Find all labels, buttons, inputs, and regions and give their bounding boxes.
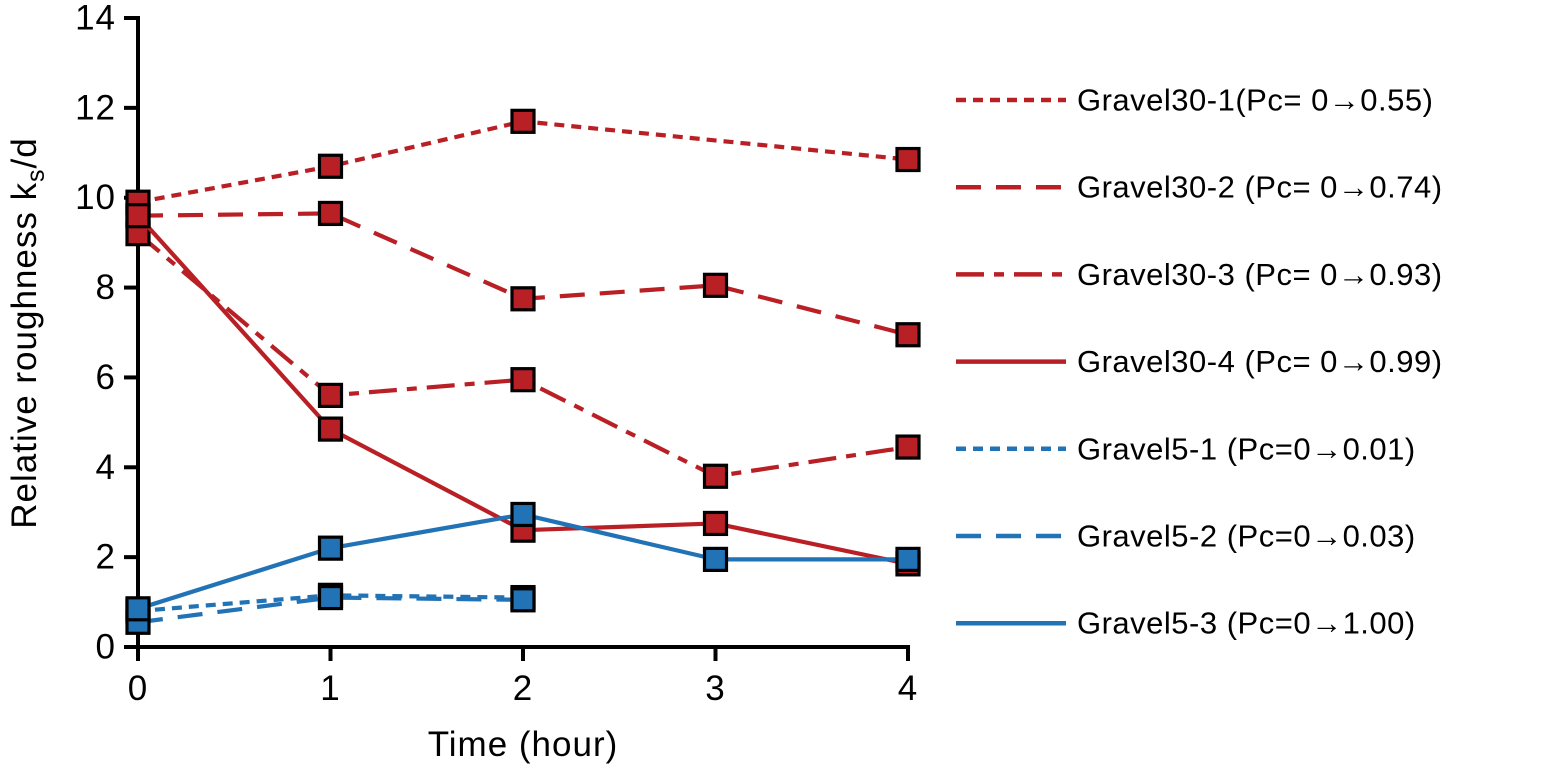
y-tick-label-12: 12 <box>75 88 116 127</box>
data-point-Gravel5-3-2h <box>510 501 536 528</box>
y-tick-label-2: 2 <box>96 538 116 577</box>
series-Gravel5-3 <box>125 501 921 622</box>
series-Gravel30-3 <box>125 221 921 489</box>
legend-item-Gravel30-2: Gravel30-2 (Pc= 0→0.74) <box>956 170 1443 205</box>
data-point-Gravel30-2-1h <box>317 200 344 227</box>
legend-item-Gravel5-1: Gravel5-1 (Pc=0→0.01) <box>956 431 1416 466</box>
data-point-Gravel30-2-4h <box>895 322 921 348</box>
x-tick-label-3: 3 <box>705 669 725 708</box>
data-point-Gravel5-3-3h <box>702 546 729 572</box>
y-tick-label-6: 6 <box>96 358 116 397</box>
y-tick-label-14: 14 <box>75 0 116 38</box>
data-point-Gravel30-3-3h <box>702 463 729 489</box>
data-point-Gravel30-3-1h <box>317 382 344 408</box>
data-point-Gravel30-2-2h <box>510 286 536 312</box>
data-point-Gravel30-4-0h <box>125 203 151 229</box>
data-point-Gravel30-2-3h <box>702 272 729 298</box>
y-tick-label-10: 10 <box>75 178 116 217</box>
data-point-Gravel30-4-3h <box>702 510 729 537</box>
x-tick-label-1: 1 <box>320 669 340 708</box>
legend-label-Gravel30-4: Gravel30-4 (Pc= 0→0.99) <box>1077 344 1443 379</box>
data-point-Gravel30-1-1h <box>317 153 344 179</box>
data-point-Gravel30-3-4h <box>895 434 921 460</box>
y-tick-label-8: 8 <box>96 268 116 307</box>
legend-label-Gravel30-1: Gravel30-1(Pc= 0→0.55) <box>1077 83 1433 118</box>
data-point-Gravel30-3-2h <box>510 367 536 393</box>
series-Gravel30-4 <box>125 203 921 577</box>
legend-item-Gravel30-1: Gravel30-1(Pc= 0→0.55) <box>956 83 1433 118</box>
data-point-Gravel5-3-0h <box>125 596 151 622</box>
series-layer <box>125 108 921 635</box>
y-axis-title: Relative roughness ks/d <box>5 137 50 529</box>
legend-label-Gravel5-3: Gravel5-3 (Pc=0→1.00) <box>1077 606 1416 641</box>
legend-item-Gravel5-3: Gravel5-3 (Pc=0→1.00) <box>956 606 1416 641</box>
series-line-Gravel30-1 <box>137 119 909 205</box>
data-point-Gravel30-4-1h <box>317 416 344 442</box>
x-tick-label-0: 0 <box>128 669 148 708</box>
series-Gravel30-1 <box>125 108 921 215</box>
data-point-Gravel5-3-4h <box>895 546 921 572</box>
x-tick-label-4: 4 <box>898 669 918 708</box>
legend-item-Gravel30-3: Gravel30-3 (Pc= 0→0.93) <box>956 257 1443 292</box>
y-tick-label-4: 4 <box>96 448 116 487</box>
x-tick-label-2: 2 <box>513 669 533 708</box>
legend: Gravel30-1(Pc= 0→0.55) Gravel30-2 (Pc= 0→… <box>956 83 1443 641</box>
series-line-Gravel30-3 <box>136 232 909 479</box>
legend-item-Gravel5-2: Gravel5-2 (Pc=0→0.03) <box>956 519 1416 554</box>
legend-label-Gravel30-2: Gravel30-2 (Pc= 0→0.74) <box>1077 170 1443 205</box>
legend-label-Gravel5-2: Gravel5-2 (Pc=0→0.03) <box>1077 519 1416 554</box>
data-point-Gravel30-1-2h <box>510 108 536 134</box>
legend-label-Gravel5-1: Gravel5-1 (Pc=0→0.01) <box>1077 431 1416 466</box>
data-point-Gravel5-2-2h <box>510 587 536 613</box>
data-point-Gravel5-3-1h <box>317 535 344 561</box>
y-tick-label-0: 0 <box>96 628 116 667</box>
series-line-Gravel5-2 <box>137 595 524 625</box>
legend-label-Gravel30-3: Gravel30-3 (Pc= 0→0.93) <box>1077 257 1443 292</box>
series-line-Gravel30-2 <box>137 211 909 337</box>
data-point-Gravel30-1-4h <box>895 146 921 173</box>
data-point-Gravel5-2-1h <box>317 584 344 611</box>
legend-item-Gravel30-4: Gravel30-4 (Pc= 0→0.99) <box>956 344 1443 379</box>
x-axis-title: Time (hour) <box>428 725 619 764</box>
